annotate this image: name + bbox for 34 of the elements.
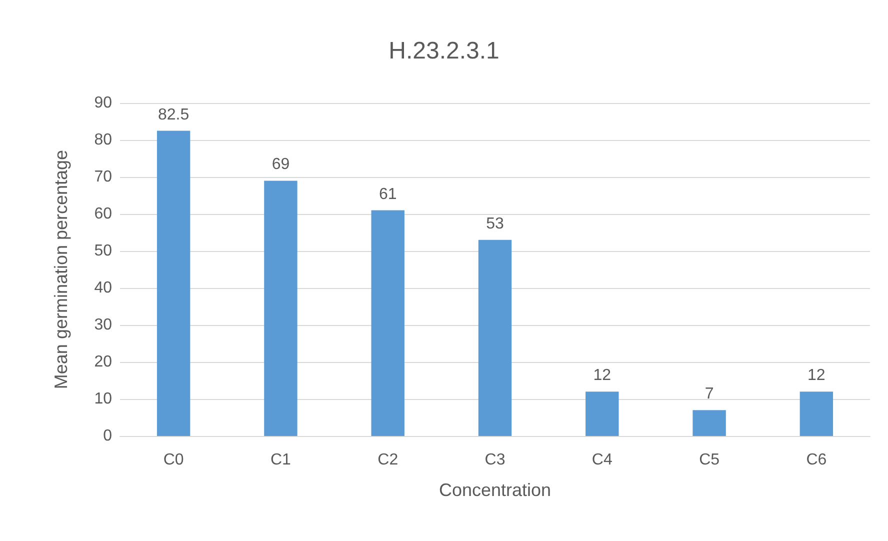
bar [264, 180, 298, 436]
y-tick-label: 10 [94, 390, 112, 408]
x-tick-label: C2 [378, 452, 398, 468]
bar [478, 240, 512, 436]
chart-title: H.23.2.3.1 [388, 38, 500, 64]
data-label: 69 [272, 156, 290, 174]
y-tick-label: 30 [94, 316, 112, 334]
y-tick-label: 40 [94, 280, 112, 296]
x-tick-label: C5 [699, 452, 720, 468]
data-label: 7 [704, 386, 714, 403]
y-tick-label: 60 [94, 206, 112, 222]
x-tick-label: C1 [270, 452, 292, 468]
bar [800, 392, 834, 436]
x-tick-label: C3 [484, 452, 506, 468]
bar [156, 130, 190, 436]
data-label: 82.5 [158, 106, 190, 124]
x-tick-label: C6 [806, 452, 827, 468]
x-tick-label: C4 [592, 452, 612, 468]
data-label: 12 [808, 367, 826, 384]
bar [586, 392, 619, 436]
y-tick-label: 70 [94, 168, 112, 186]
y-tick-label: 50 [94, 242, 112, 260]
x-tick-label: C0 [163, 452, 184, 468]
y-axis-title: Mean germination percentage [51, 150, 71, 390]
y-tick-label: 90 [94, 94, 112, 112]
bar [371, 210, 404, 436]
bar [692, 410, 726, 436]
y-tick-label: 0 [103, 428, 112, 444]
data-label: 12 [593, 367, 612, 384]
x-axis-title: Concentration [438, 480, 552, 500]
y-tick-label: 80 [94, 132, 112, 148]
y-tick-label: 20 [94, 354, 112, 370]
data-label: 61 [378, 186, 397, 203]
data-label: 53 [486, 215, 504, 232]
